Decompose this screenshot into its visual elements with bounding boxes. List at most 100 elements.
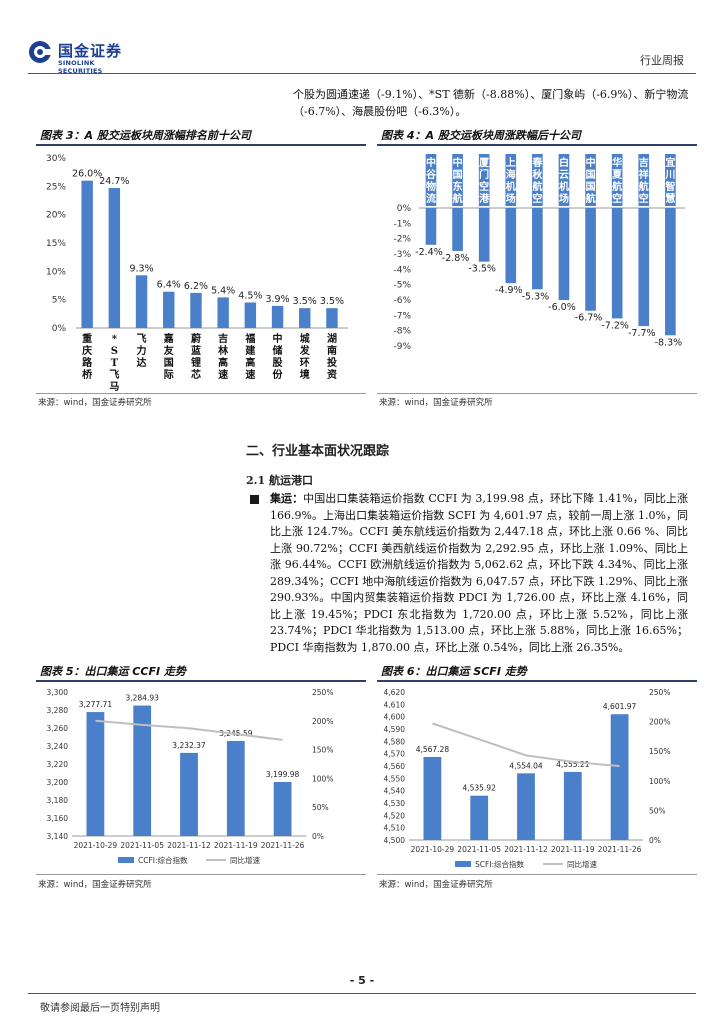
bar-label-bg: [558, 154, 570, 206]
bar-label-bg: [452, 154, 463, 206]
data-label: -7.2%: [601, 320, 629, 331]
data-label: 4,535.92: [462, 784, 496, 793]
y-tick-label: 3,140: [47, 832, 69, 841]
data-label: 3,277.71: [79, 700, 113, 709]
data-label: 4,567.28: [416, 745, 450, 754]
intro-paragraph: 个股为圆通速递（-9.1%）、*ST 德新（-8.88%）、厦门象屿（-6.9%…: [293, 88, 689, 118]
legend-swatch-bar: [118, 857, 134, 863]
x-tick-label: 中国国航: [586, 156, 596, 205]
top-losers-chart: 0% -1% -2% -3% -4% -5% -6% -7% -8% -9% -2.4% 中谷物流 -2…: [393, 154, 685, 352]
x-tick-label: 2021-11-19: [214, 841, 258, 850]
figure-4-source: 来源：wind，国金证券研究所: [379, 398, 493, 408]
bar: [326, 308, 338, 328]
x-tick-label: 2021-11-19: [551, 845, 595, 854]
y2-tick-label: 200%: [649, 718, 670, 727]
data-label: 4,555.21: [556, 760, 590, 769]
data-label: 3,284.93: [125, 694, 159, 703]
legend-label: 同比增速: [230, 855, 260, 865]
x-tick-label: 上海机场: [506, 156, 516, 205]
y-tick-label: 3,200: [47, 778, 69, 787]
x-tick-label: 吉林高速: [218, 332, 229, 381]
y-tick-label: 4,530: [384, 799, 406, 808]
x-tick-label: 重庆路桥: [81, 332, 93, 381]
data-label: -7.7%: [628, 328, 656, 339]
x-tick-label: * S T 飞马: [109, 334, 119, 392]
bar: [244, 302, 257, 328]
figure-4-source-rule: [377, 393, 697, 394]
x-tick-label: 中国东航: [453, 156, 463, 205]
data-label: -2.8%: [442, 253, 470, 264]
y2-tick-label: 150%: [312, 746, 333, 755]
header-divider: [28, 73, 696, 74]
data-label: 24.7%: [99, 176, 129, 187]
y-tick-label: 4,510: [384, 824, 406, 833]
data-label: 3.5%: [320, 296, 344, 307]
bar: [478, 208, 490, 262]
legend-label: 同比增速: [567, 859, 597, 869]
y-tick-label: 4,570: [384, 750, 406, 759]
y-tick-label: -9%: [393, 342, 411, 352]
bar: [423, 757, 442, 840]
data-label: 4,601.97: [603, 702, 637, 711]
data-label: 3.9%: [265, 294, 289, 305]
y-tick-label: -6%: [393, 296, 411, 306]
x-tick-label: 2021-11-12: [167, 841, 211, 850]
y-tick-label: 10%: [46, 267, 66, 277]
data-label: -3.5%: [468, 264, 496, 275]
y-tick-label: -3%: [393, 250, 411, 260]
y2-tick-label: 50%: [312, 803, 329, 812]
bar: [299, 308, 311, 328]
x-tick-label: 白云机场: [559, 156, 569, 205]
bar: [217, 297, 229, 328]
bar: [180, 752, 198, 836]
bar: [585, 208, 596, 311]
y-tick-label: 30%: [46, 154, 66, 164]
bar: [273, 782, 292, 836]
bar: [190, 292, 202, 328]
bar: [452, 208, 463, 251]
y-tick-label: 3,180: [47, 796, 69, 805]
y-tick-label: 5%: [52, 296, 67, 306]
figure-6-title: 图表 6：出口集运 SCFI 走势: [381, 665, 527, 678]
y-tick-label: 0%: [397, 204, 412, 214]
bar: [517, 773, 535, 840]
y-tick-label: 4,540: [384, 787, 406, 796]
document-type: 行业周报: [640, 54, 684, 67]
y2-tick-label: 250%: [649, 688, 670, 697]
body-paragraph: 集运：中国出口集装箱运价指数 CCFI 为 3,199.98 点，环比下降 1.…: [270, 491, 688, 656]
y-tick-label: 4,560: [384, 762, 406, 771]
y-tick-label: 4,520: [384, 811, 406, 820]
bar-label-bg: [585, 154, 596, 206]
figure-6-source: 来源：wind，国金证券研究所: [379, 880, 493, 890]
data-label: 26.0%: [72, 169, 102, 180]
data-label: -6.0%: [548, 302, 576, 313]
y-tick-label: 25%: [46, 182, 66, 192]
y2-tick-label: 100%: [312, 774, 333, 783]
figure-5-rule: [36, 680, 366, 682]
bar-label-bg: [665, 154, 676, 206]
data-label: 4,554.04: [509, 761, 543, 770]
data-label: 3,199.98: [266, 770, 300, 779]
y-tick-label: -1%: [393, 219, 411, 229]
legend-label: CCFI:综合指数: [138, 855, 188, 865]
x-tick-label: 城发环境: [299, 332, 311, 381]
y-tick-label: 4,580: [384, 737, 406, 746]
y-tick-label: 4,590: [384, 725, 406, 734]
y-tick-label: -4%: [393, 265, 411, 275]
bar: [532, 208, 543, 290]
bullet-label: 集运：: [270, 492, 304, 505]
y-tick-label: 15%: [46, 239, 66, 249]
data-label: 9.3%: [129, 263, 153, 274]
footer-disclaimer: 敬请参阅最后一页特别声明: [40, 1003, 160, 1014]
x-tick-label: 蔚蓝锂芯: [191, 332, 201, 381]
x-tick-label: 福建高速: [244, 332, 256, 381]
figure-3-source: 来源：wind，国金证券研究所: [38, 398, 152, 408]
x-tick-label: 春秋航空: [532, 156, 543, 205]
figure-4-title: 图表 4：A 股交运板块周涨跌幅后十公司: [381, 129, 581, 142]
x-tick-label: 厦门空港: [479, 157, 490, 205]
data-label: -8.3%: [655, 337, 683, 348]
logo-mark-icon: [29, 41, 51, 63]
y2-tick-label: 50%: [649, 806, 666, 815]
bar: [425, 208, 437, 245]
y-tick-label: -8%: [393, 327, 411, 337]
